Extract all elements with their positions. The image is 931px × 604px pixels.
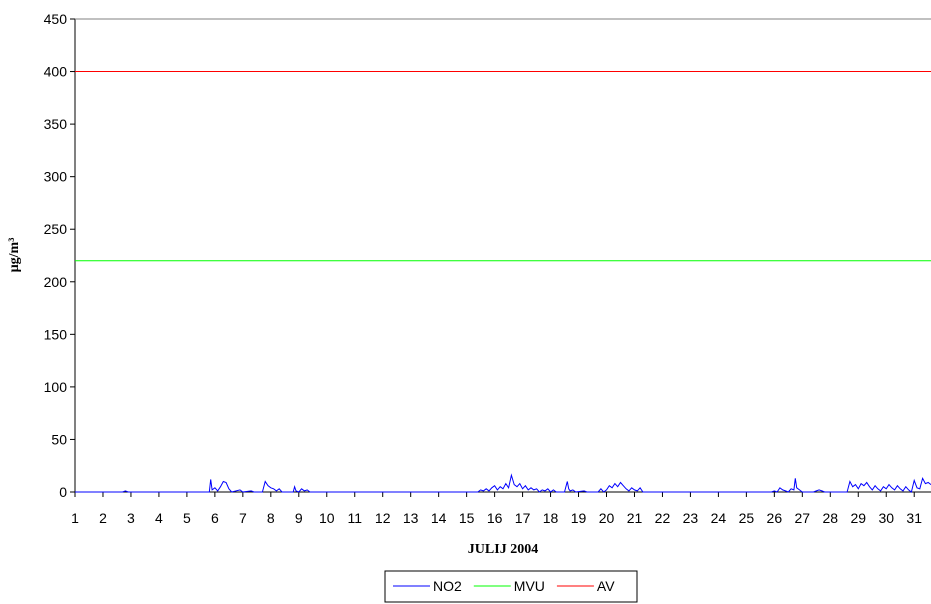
x-ticks: 1 2 3 4 5 6 7 8 9 10 11 12 13 14 15 16 17 18 19 20 21 22 23 24 2…: [71, 492, 922, 526]
plot-area: [74, 18, 931, 493]
x-tick-label: 16: [487, 510, 503, 526]
x-tick-label: 8: [267, 510, 275, 526]
y-ticks: 0 50 100 150 200 250 300 350 400 450: [44, 11, 75, 500]
x-axis-title: JULIJ 2004: [468, 542, 538, 557]
x-tick-label: 18: [543, 510, 559, 526]
x-tick-label: 19: [571, 510, 587, 526]
x-tick-label: 25: [739, 510, 755, 526]
y-tick-label: 450: [44, 11, 68, 27]
legend-label-mvu: MVU: [514, 578, 545, 594]
x-tick-label: 6: [211, 510, 219, 526]
y-tick-label: 300: [44, 169, 68, 185]
legend-label-av: AV: [597, 578, 615, 594]
x-tick-label: 30: [878, 510, 894, 526]
x-tick-label: 11: [347, 510, 362, 526]
x-tick-label: 21: [627, 510, 643, 526]
x-tick-label: 23: [683, 510, 699, 526]
y-tick-label: 400: [44, 64, 68, 80]
x-tick-label: 17: [515, 510, 531, 526]
y-tick-label: 200: [44, 274, 68, 290]
x-tick-label: 15: [459, 510, 475, 526]
x-tick-label: 28: [823, 510, 839, 526]
x-tick-label: 24: [711, 510, 727, 526]
y-tick-label: 250: [44, 221, 68, 237]
legend: NO2 MVU AV: [384, 570, 638, 603]
x-tick-label: 2: [99, 510, 107, 526]
x-tick-label: 29: [850, 510, 866, 526]
y-tick-label: 150: [44, 326, 68, 342]
x-tick-label: 22: [655, 510, 671, 526]
x-tick-label: 12: [375, 510, 391, 526]
x-tick-label: 31: [906, 510, 922, 526]
y-tick-label: 350: [44, 116, 68, 132]
x-tick-label: 14: [431, 510, 447, 526]
series-line-no2: [75, 473, 931, 493]
x-tick-label: 26: [767, 510, 783, 526]
y-tick-label: 0: [59, 484, 67, 500]
x-tick-label: 13: [403, 510, 419, 526]
series-layer: [75, 71, 931, 493]
x-tick-label: 4: [155, 510, 163, 526]
legend-label-no2: NO2: [433, 578, 462, 594]
x-tick-label: 27: [795, 510, 811, 526]
y-tick-label: 100: [44, 379, 68, 395]
x-tick-label: 10: [319, 510, 335, 526]
x-tick-label: 20: [599, 510, 615, 526]
x-tick-label: 9: [295, 510, 303, 526]
x-tick-label: 7: [239, 510, 247, 526]
y-tick-label: 50: [51, 431, 67, 447]
y-axis-title: µg/m³: [7, 238, 22, 273]
x-tick-label: 3: [127, 510, 135, 526]
x-tick-label: 1: [71, 510, 79, 526]
x-tick-label: 5: [183, 510, 191, 526]
